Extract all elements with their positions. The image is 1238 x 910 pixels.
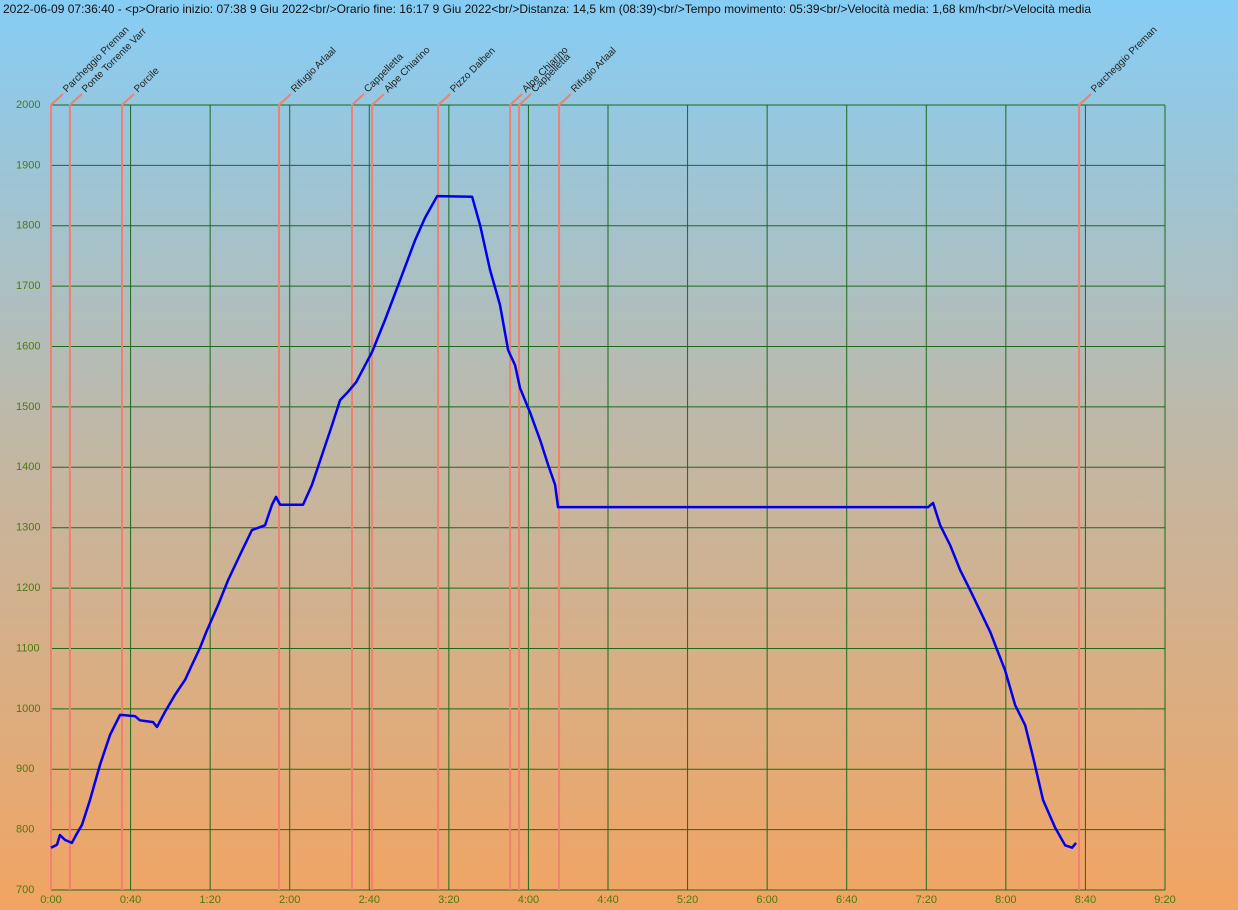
y-tick-label: 1500 bbox=[16, 401, 40, 413]
waypoint-line bbox=[68, 93, 83, 890]
y-tick-label: 800 bbox=[16, 824, 34, 836]
y-tick-label: 1800 bbox=[16, 220, 40, 232]
elevation-line bbox=[50, 194, 1078, 849]
x-tick-label: 4:00 bbox=[518, 894, 539, 906]
waypoint-line bbox=[1078, 93, 1092, 890]
x-tick-label: 5:20 bbox=[677, 894, 698, 906]
x-tick-label: 1:20 bbox=[199, 894, 220, 906]
y-tick-label: 700 bbox=[16, 884, 34, 896]
x-tick-label: 0:40 bbox=[120, 894, 141, 906]
y-tick-label: 2000 bbox=[16, 99, 40, 111]
y-tick-label: 1700 bbox=[16, 280, 40, 292]
x-tick-label: 7:20 bbox=[916, 894, 937, 906]
y-tick-label: 1400 bbox=[16, 461, 40, 473]
waypoint-line bbox=[277, 93, 292, 890]
y-tick-label: 1100 bbox=[16, 642, 40, 654]
y-tick-label: 1600 bbox=[16, 340, 40, 352]
x-tick-label: 4:40 bbox=[597, 894, 618, 906]
chart-title: 2022-06-09 07:36:40 - <p>Orario inizio: … bbox=[3, 2, 1091, 16]
waypoint-line bbox=[50, 93, 64, 890]
x-tick-label: 6:40 bbox=[836, 894, 857, 906]
x-tick-label: 2:00 bbox=[279, 894, 300, 906]
waypoint-line bbox=[350, 93, 365, 890]
waypoint-line bbox=[437, 93, 451, 890]
x-tick-label: 3:20 bbox=[438, 894, 459, 906]
x-tick-label: 6:00 bbox=[756, 894, 777, 906]
y-tick-label: 1300 bbox=[16, 522, 40, 534]
waypoint-line bbox=[518, 93, 532, 890]
x-tick-label: 8:00 bbox=[995, 894, 1016, 906]
waypoint-line bbox=[121, 93, 135, 890]
y-tick-label: 1000 bbox=[16, 703, 40, 715]
x-tick-label: 8:40 bbox=[1075, 894, 1096, 906]
y-tick-label: 1900 bbox=[16, 159, 40, 171]
y-tick-label: 900 bbox=[16, 763, 34, 775]
x-tick-label: 2:40 bbox=[359, 894, 380, 906]
y-tick-label: 1200 bbox=[16, 582, 40, 594]
waypoint-line bbox=[371, 93, 385, 890]
x-tick-label: 9:20 bbox=[1154, 894, 1175, 906]
x-tick-label: 0:00 bbox=[40, 894, 61, 906]
waypoint-line bbox=[509, 93, 523, 890]
waypoint-line bbox=[558, 93, 572, 890]
